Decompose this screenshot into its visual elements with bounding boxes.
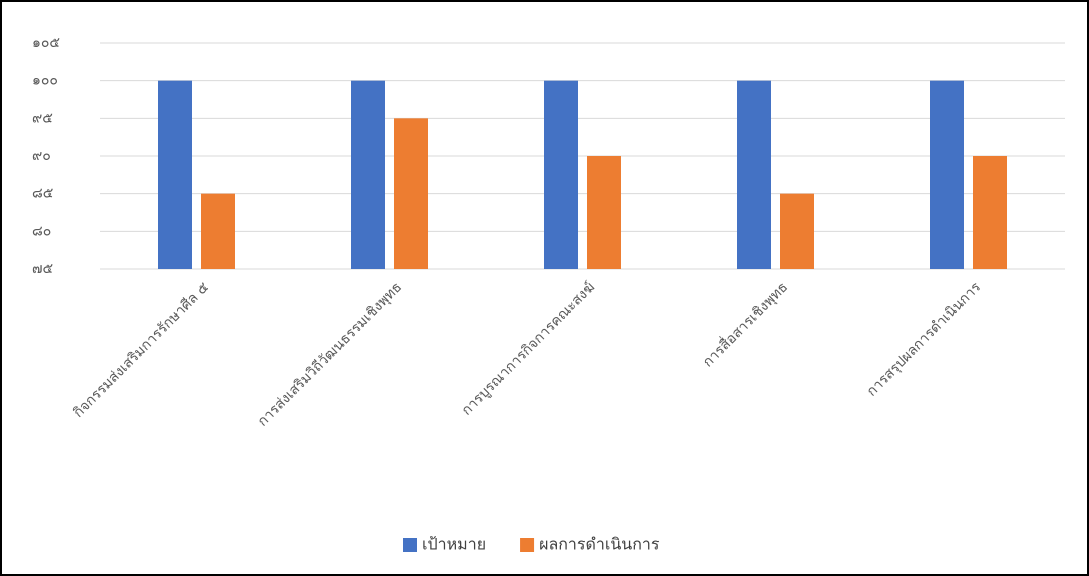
y-tick-label: ๙๐ (32, 148, 51, 164)
legend-swatch (520, 538, 535, 552)
bar (930, 80, 964, 270)
bar (780, 193, 814, 269)
y-tick-label: ๙๕ (32, 110, 53, 126)
bar (158, 80, 192, 270)
y-tick-label: ๑๐๕ (32, 35, 60, 51)
legend-label: เป้าหมาย (422, 535, 486, 554)
y-tick-label: ๘๐ (32, 223, 51, 239)
y-tick-label: ๘๕ (32, 186, 53, 202)
legend-label: ผลการดำเนินการ (539, 535, 660, 554)
legend-swatch (403, 538, 417, 552)
bar (201, 193, 235, 269)
bar (351, 80, 385, 270)
bar (544, 80, 578, 270)
bar (973, 156, 1007, 269)
bar (587, 156, 621, 269)
y-tick-label: ๗๕ (32, 261, 53, 277)
bar (394, 118, 428, 269)
bar (737, 80, 771, 270)
y-tick-label: ๑๐๐ (32, 73, 58, 89)
